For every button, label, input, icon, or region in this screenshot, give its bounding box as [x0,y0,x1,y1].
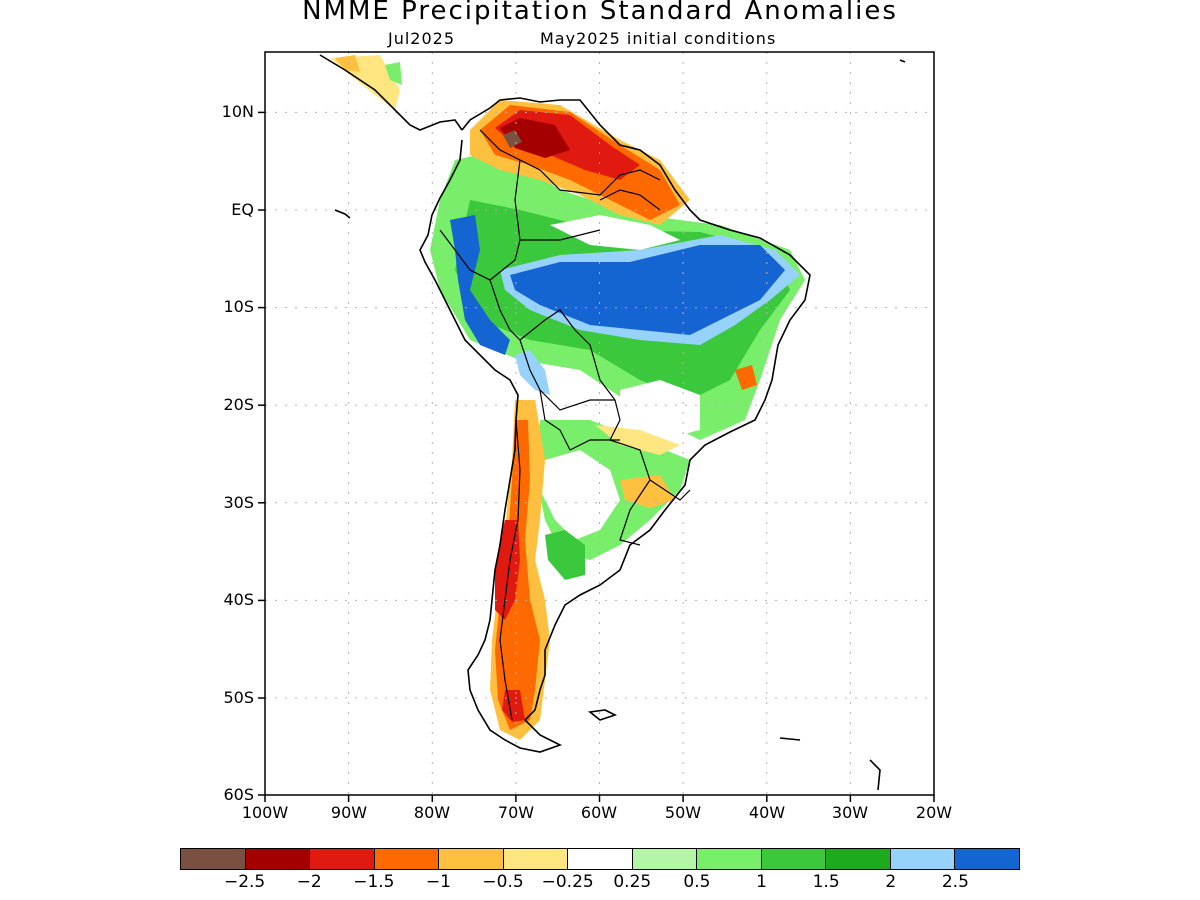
colorbar-swatch [245,849,311,869]
colorbar-label: 2.5 [941,872,969,892]
dry-patch-northeast [735,365,757,390]
very-wet-southwest [515,350,550,395]
colorbar-swatch [439,849,504,869]
lon-label-30w: 30W [831,803,869,822]
colorbar-label: 1 [756,872,767,892]
colorbar-swatch [503,849,569,869]
colorbar-label: −1.5 [353,872,395,892]
near-normal-patch-north [550,215,680,250]
country-borders [439,129,691,721]
colorbar-swatch [955,849,1019,869]
colorbar-swatch [826,849,891,869]
lat-label-eq: EQ [231,200,254,219]
colorbar-swatch [568,849,633,869]
initial-conditions-label: May2025 initial conditions [540,29,777,48]
near-normal-patch-east [620,380,700,440]
lat-label-20s: 20S [223,395,254,414]
lon-label-40w: 40W [748,803,786,822]
colorbar-swatch [310,849,375,869]
dry-band-chaco [595,425,680,455]
lat-label-30s: 30S [223,493,254,512]
colorbar-label: −1 [425,872,451,892]
lon-label-70w: 70W [497,803,535,822]
extreme-dry-core [503,130,522,148]
colorbar-label: 0.25 [613,872,652,892]
map-title: NMME Precipitation Standard Anomalies [302,0,898,26]
valid-month-label: Jul2025 [388,29,456,48]
lat-label-50s: 50S [223,688,254,707]
coastlines [319,54,906,791]
colorbar [180,848,1020,870]
lat-label-10n: 10N [221,102,254,121]
colorbar-swatch [890,849,956,869]
colorbar-swatch [181,849,246,869]
moderate-wet-argentina [545,530,585,580]
colorbar-label: −0.25 [541,872,594,892]
colorbar-label: 1.5 [812,872,840,892]
colorbar-swatch [632,849,698,869]
anomaly-fields [330,55,810,745]
axis-ticks [258,111,935,802]
very-dry-chile-central [495,520,520,620]
colorbar-swatch [697,849,762,869]
colorbar-label: −0.5 [482,872,524,892]
dry-patch-paraguay [620,475,675,508]
lon-label-100w: 100W [241,803,289,822]
graticule [265,52,934,795]
colorbar-label: 0.5 [683,872,711,892]
lon-label-50w: 50W [664,803,702,822]
colorbar-swatch [374,849,440,869]
colorbar-label: −2 [296,872,322,892]
colorbar-swatch [761,849,827,869]
extreme-wet-west-amazon [450,215,510,355]
lat-label-10s: 10S [223,297,254,316]
extreme-dry-region-north [500,118,570,158]
wet-region-central-america [385,62,402,85]
colorbar-label: 2 [885,872,897,892]
lon-label-80w: 80W [413,803,451,822]
lat-label-40s: 40S [223,590,254,609]
dry-region-central-america-moderate [335,55,360,72]
colorbar-label: −2.5 [223,872,266,892]
lon-label-20w: 20W [915,803,953,822]
lat-label-60s: 60S [223,785,254,804]
lon-label-60w: 60W [580,803,618,822]
extreme-wet-region [510,245,785,335]
lon-label-90w: 90W [330,803,368,822]
